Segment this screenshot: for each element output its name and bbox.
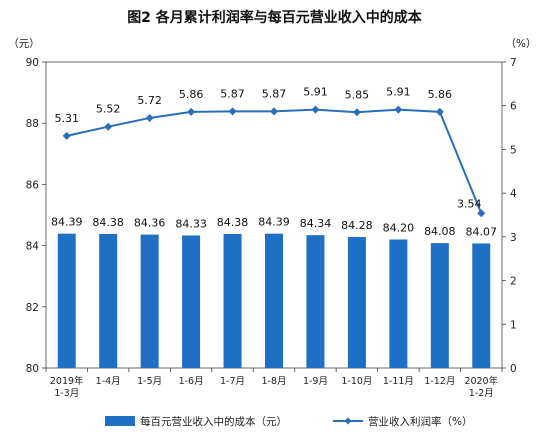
line-value-label: 5.72 (137, 94, 162, 107)
line-point (270, 107, 278, 116)
bar (472, 243, 491, 368)
bar (265, 233, 283, 368)
line-value-label: 5.31 (54, 112, 79, 125)
line-point (352, 108, 361, 117)
bar (430, 243, 449, 368)
line-point (104, 122, 113, 131)
line-value-label: 3.54 (457, 197, 482, 210)
bar (347, 237, 366, 368)
right-tick-label: 7 (510, 57, 517, 69)
bar (99, 233, 118, 368)
left-tick-label: 84 (26, 241, 40, 253)
right-tick-label: 5 (510, 144, 517, 156)
line-value-label: 5.91 (386, 86, 411, 99)
left-tick-label: 80 (26, 363, 39, 375)
line-series (62, 105, 486, 218)
bar (182, 235, 201, 368)
right-tick-label: 3 (510, 232, 517, 244)
legend-bar-label: 每百元营业收入中的成本（元） (140, 415, 287, 428)
bar-value-label: 84.07 (466, 225, 498, 238)
right-tick-label: 6 (510, 101, 517, 113)
line-point (187, 107, 196, 116)
x-tick-labels: 2019年 1-3月 1-4月 1-5月 1-6月 1-7月 1-8月 1-9月 1-10月 1-… (50, 375, 499, 399)
line-point (145, 113, 154, 122)
line-value-label: 5.52 (96, 103, 121, 116)
left-tick-label: 86 (26, 179, 40, 191)
left-tick-label: 88 (26, 118, 39, 130)
x-tick-label: 2020年 1-2月 (464, 375, 498, 399)
bar (223, 233, 242, 368)
bar-value-label: 84.28 (341, 219, 373, 232)
bar (306, 235, 325, 368)
legend-line-marker (344, 417, 352, 425)
x-tick-label: 1-4月 (96, 376, 121, 387)
line-point (228, 107, 237, 116)
bar-value-label: 84.39 (51, 216, 83, 229)
x-tick-label: 1-9月 (303, 376, 328, 387)
bar-value-label: 84.39 (258, 216, 290, 229)
bar (389, 239, 408, 368)
x-tick-label: 1-11月 (383, 376, 414, 387)
line-point (394, 105, 403, 114)
x-tick-label: 1-10月 (341, 376, 372, 387)
line-point (477, 209, 486, 218)
bar-value-label: 84.08 (424, 225, 456, 238)
x-tick-label: 1-7月 (220, 376, 245, 387)
bar-value-label: 84.33 (175, 218, 207, 231)
bar-value-label: 84.20 (383, 221, 415, 234)
left-tick-label: 90 (26, 57, 39, 69)
line-value-label: 5.87 (220, 87, 245, 100)
bar-value-label: 84.38 (217, 216, 249, 229)
bar-value-label: 84.36 (134, 217, 166, 230)
data-labels: 84.39 84.38 84.36 84.33 84.38 84.39 84.34 84.28… (51, 86, 497, 239)
x-tick-label: 1-6月 (179, 376, 204, 387)
left-tick-label: 82 (26, 302, 39, 314)
right-axis-unit: （%） (506, 38, 537, 50)
bar (57, 233, 76, 368)
bar-series (57, 233, 491, 368)
legend: 每百元营业收入中的成本（元） 营业收入利润率（%） (105, 415, 472, 428)
line-value-label: 5.87 (262, 87, 287, 100)
line-value-label: 5.86 (179, 88, 204, 101)
legend-line-label: 营业收入利润率（%） (368, 415, 472, 428)
line-path (66, 108, 483, 214)
left-axis-unit: （元） (8, 38, 40, 50)
right-tick-label: 1 (510, 319, 517, 331)
right-tick-label: 0 (510, 363, 517, 375)
bar (140, 234, 159, 368)
x-tick-label: 1-12月 (424, 376, 455, 387)
line-point (311, 105, 320, 114)
line-point (62, 131, 71, 140)
bar-value-label: 84.38 (92, 216, 124, 229)
line-point (435, 107, 444, 116)
chart-title: 图2 各月累计利润率与每百元营业收入中的成本 (127, 9, 423, 26)
bar-value-label: 84.34 (300, 217, 332, 230)
line-value-label: 5.91 (303, 86, 328, 99)
right-tick-label: 4 (510, 188, 517, 200)
legend-bar-swatch (105, 416, 135, 426)
line-value-label: 5.86 (428, 88, 453, 101)
right-tick-label: 2 (510, 276, 517, 288)
line-value-label: 5.85 (345, 88, 370, 101)
x-tick-label: 1-8月 (261, 376, 286, 387)
x-tick-label: 2019年 1-3月 (50, 375, 84, 399)
x-tick-label: 1-5月 (137, 376, 162, 387)
